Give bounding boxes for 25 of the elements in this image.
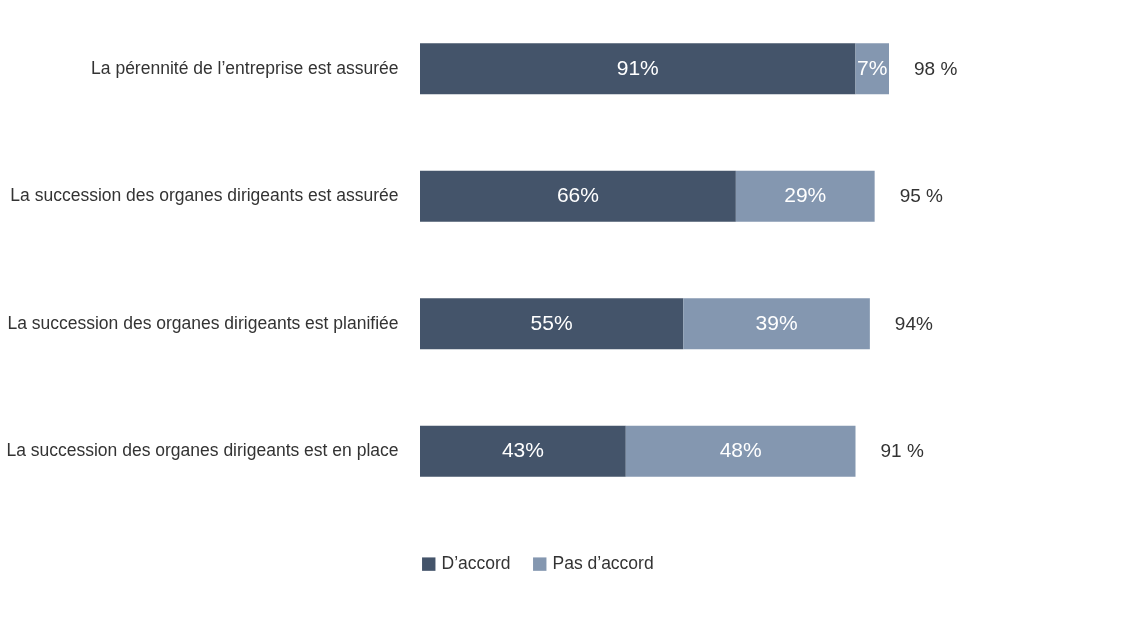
bar [735, 170, 875, 222]
bar [420, 43, 856, 95]
data-label: 39% [755, 310, 798, 334]
data-label: 43% [501, 438, 544, 462]
bar [625, 425, 856, 477]
y-tick-label: La succession des organes dirigeants est assurée [10, 185, 399, 206]
legend-label: Pas d’accord [552, 553, 654, 574]
bar [420, 170, 736, 222]
y-tick-label: La succession des organes dirigeants est en place [6, 440, 399, 461]
total-label: 98 % [914, 57, 958, 79]
y-tick-label: La pérennité de l’entreprise est assurée [91, 57, 399, 78]
bar [683, 298, 870, 350]
data-label: 48% [719, 438, 762, 462]
y-tick-label: La succession des organes dirigeants est planifiée [7, 312, 399, 333]
total-label: 91 % [880, 440, 924, 462]
data-label: 66% [556, 183, 599, 207]
legend-label: D’accord [441, 553, 511, 574]
bar [420, 298, 684, 350]
total-label: 94% [894, 312, 933, 334]
data-label: 29% [784, 183, 827, 207]
data-label: 55% [530, 310, 573, 334]
data-label: 91% [616, 55, 659, 79]
data-label: 7% [857, 55, 888, 79]
total-label: 95 % [899, 185, 944, 207]
bar [420, 425, 626, 477]
